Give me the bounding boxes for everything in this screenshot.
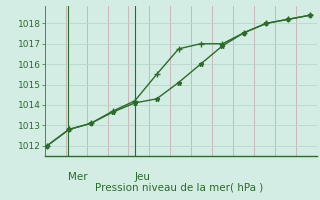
Text: Jeu: Jeu bbox=[135, 172, 151, 182]
Text: Mer: Mer bbox=[68, 172, 88, 182]
Text: Pression niveau de la mer( hPa ): Pression niveau de la mer( hPa ) bbox=[95, 182, 263, 192]
